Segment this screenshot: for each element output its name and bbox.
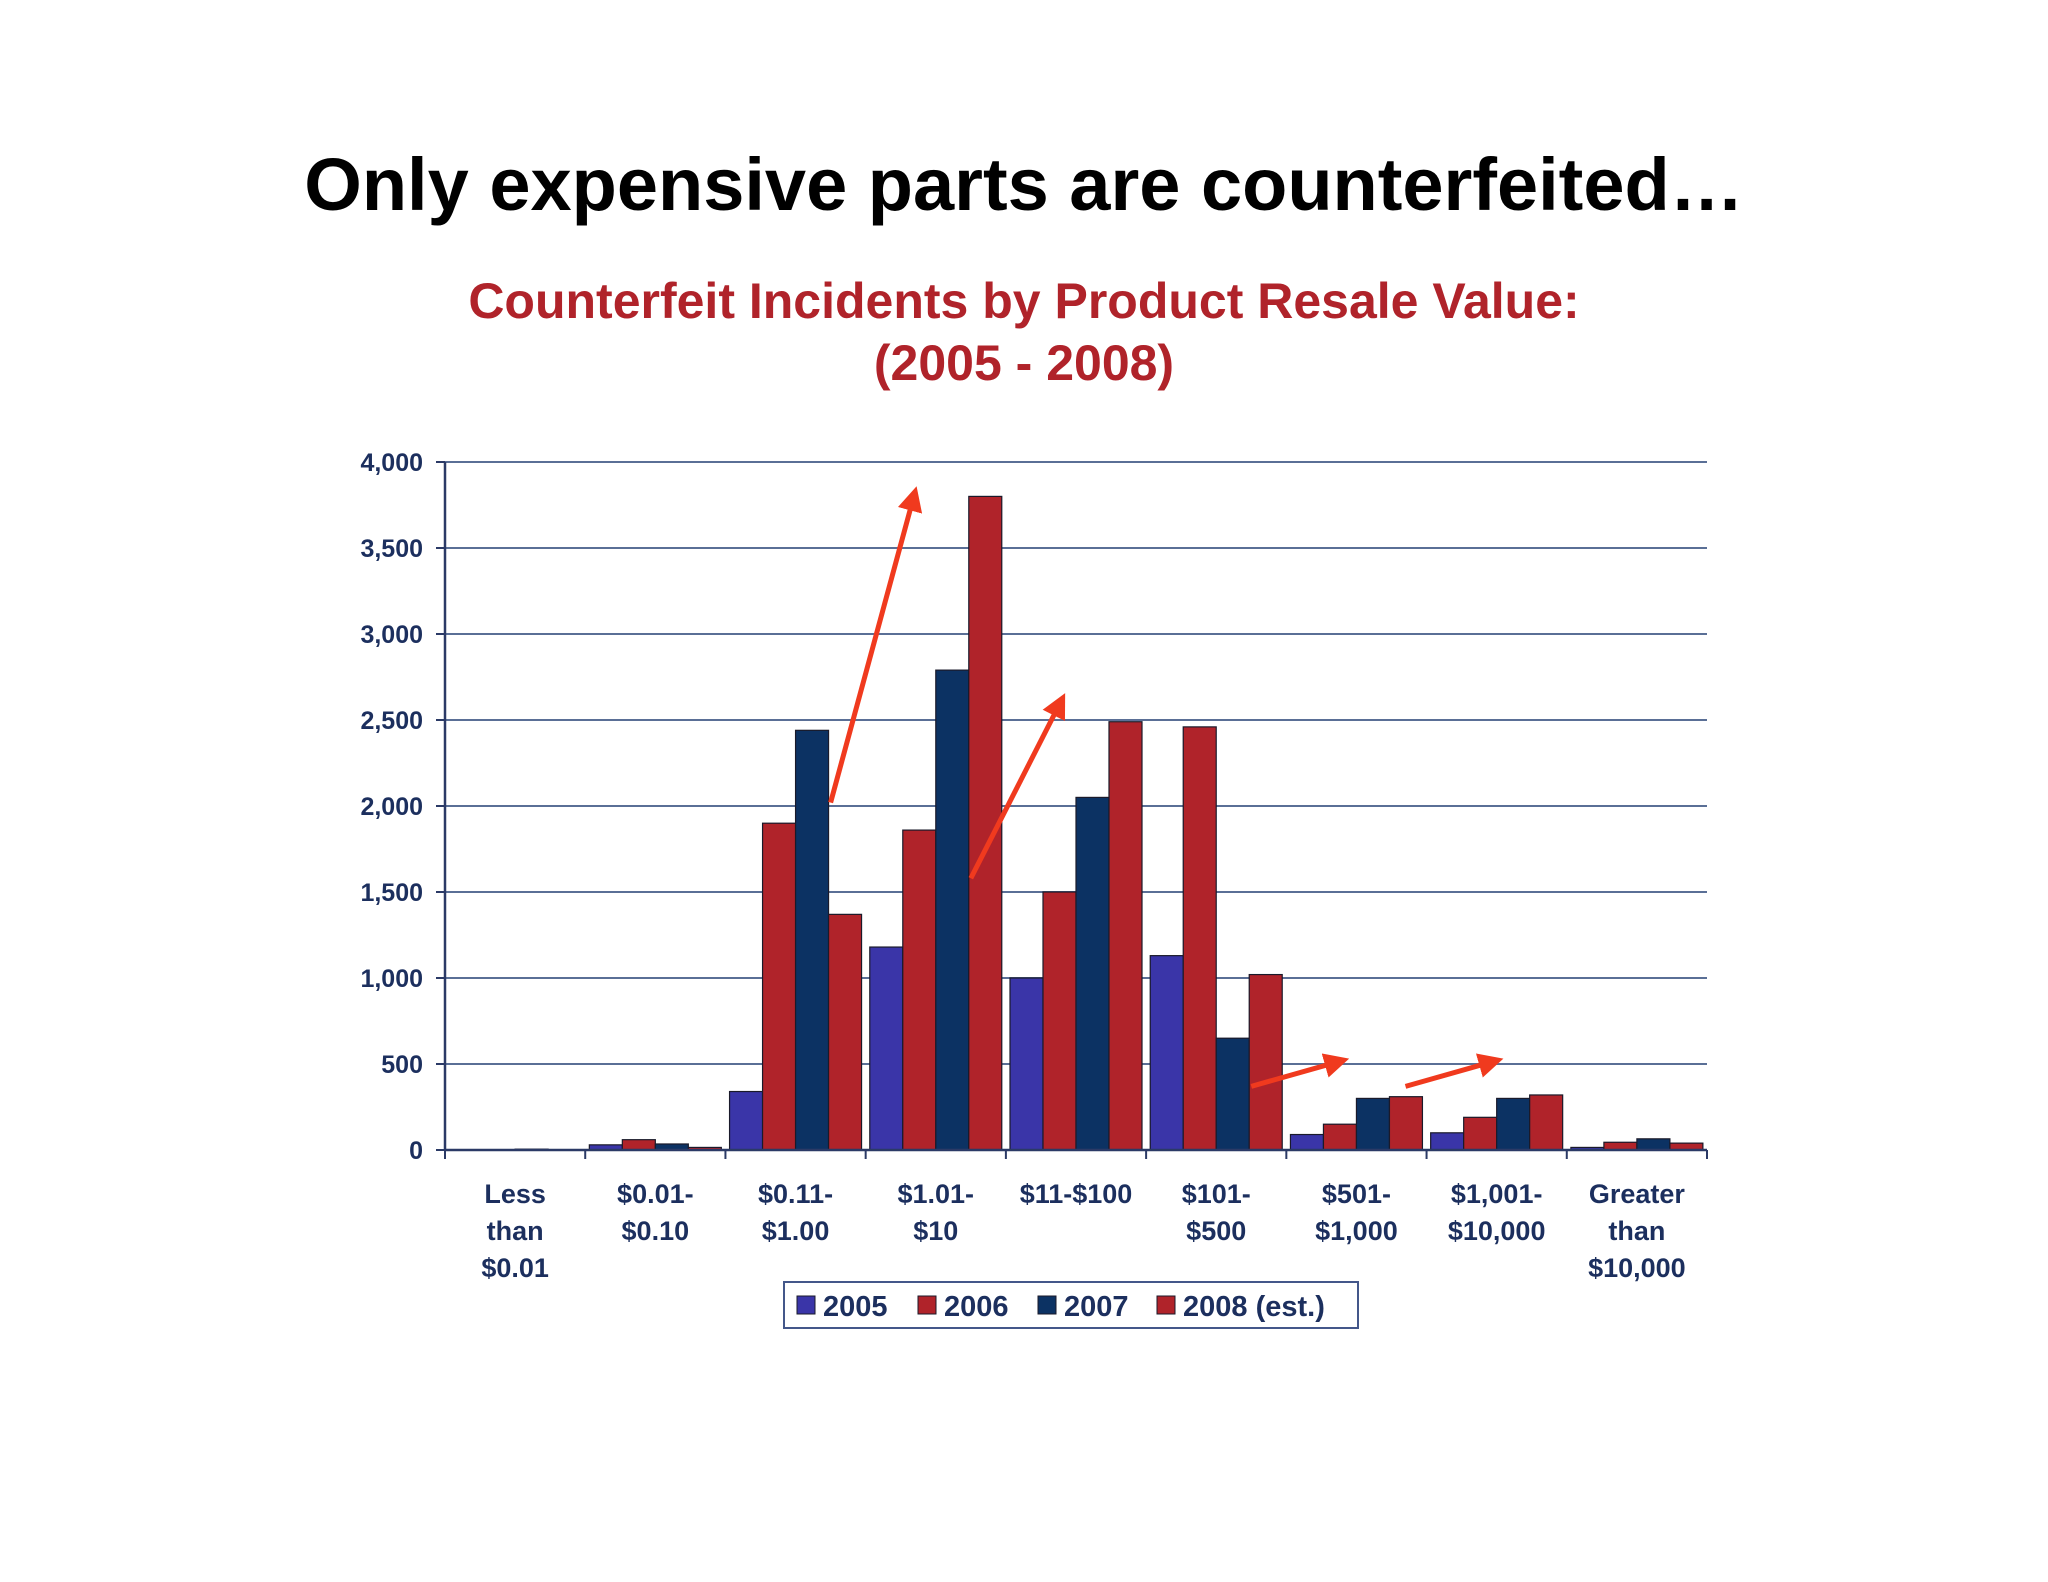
- bar: [1636, 1138, 1671, 1151]
- x-tick-label-line: Greater: [1589, 1179, 1686, 1209]
- labels-layer: 0 500 1,000 1,500 2,000 2,500 3,000 3,500 4,000 L…: [360, 449, 1685, 1283]
- y-tick-label: 2,000: [360, 793, 423, 821]
- x-tick-label: $1.01- $10: [897, 1179, 974, 1246]
- x-tick-label-line: $0.11-: [758, 1179, 833, 1209]
- x-tick-label-line: $0.01-: [617, 1179, 694, 1209]
- x-tick-label: $11-$100: [1020, 1179, 1133, 1209]
- y-tick-label: 2,500: [360, 707, 423, 735]
- bar: [869, 946, 904, 1151]
- legend-swatch: [1156, 1295, 1176, 1315]
- y-tick-label: 0: [409, 1137, 423, 1165]
- bar: [1248, 973, 1283, 1151]
- bar: [1215, 1037, 1250, 1151]
- x-tick-label: Less than $0.01: [481, 1179, 549, 1283]
- x-tick-label-line: $10,000: [1448, 1216, 1546, 1246]
- bar: [902, 829, 937, 1151]
- y-tick-label: 3,500: [360, 535, 423, 563]
- chart-subtitle: (2005 - 2008): [873, 335, 1175, 391]
- chart-title-block: Counterfeit Incidents by Product Resale …: [0, 270, 2048, 394]
- bar: [1388, 1096, 1424, 1151]
- legend: 2005 2006 2007 2008 (est.): [783, 1281, 1359, 1329]
- x-tick-label-line: $11-$100: [1020, 1179, 1133, 1209]
- trend-arrow: [1250, 1053, 1350, 1089]
- legend-box: [783, 1281, 1359, 1329]
- bar: [1430, 1132, 1465, 1151]
- x-tick-label-line: $0.10: [622, 1216, 690, 1246]
- x-tick-label-line: $10: [913, 1216, 958, 1246]
- legend-label: 2005: [823, 1291, 888, 1323]
- bar: [1355, 1097, 1391, 1151]
- bar: [1529, 1094, 1564, 1151]
- x-tick-label-line: Less: [484, 1179, 546, 1209]
- legend-swatch: [796, 1295, 816, 1315]
- bar: [1322, 1123, 1358, 1151]
- x-tick-label-line: than: [487, 1216, 544, 1246]
- bar: [827, 913, 863, 1151]
- legend-label: 2006: [944, 1291, 1009, 1323]
- bar: [1108, 721, 1143, 1151]
- y-tick-label: 1,000: [360, 965, 423, 993]
- trend-arrow: [968, 693, 1066, 880]
- bar: [1009, 977, 1044, 1151]
- x-tick-label: $101- $500: [1182, 1179, 1251, 1246]
- bar: [1496, 1097, 1531, 1151]
- legend-label: 2007: [1064, 1291, 1129, 1323]
- x-tick-label: $0.01- $0.10: [617, 1179, 694, 1246]
- x-tick-label-line: $101-: [1182, 1179, 1251, 1209]
- bar: [1463, 1116, 1498, 1151]
- x-tick-label-line: than: [1608, 1216, 1665, 1246]
- trend-arrow: [1404, 1053, 1504, 1089]
- y-tick-label: 3,000: [360, 621, 423, 649]
- bar: [1149, 955, 1184, 1151]
- legend-swatch: [917, 1295, 937, 1315]
- bar: [794, 729, 830, 1151]
- x-tick-label: $501- $1,000: [1315, 1179, 1398, 1246]
- slide-title: Only expensive parts are counterfeited…: [304, 143, 1744, 226]
- x-tick-label-line: $501-: [1322, 1179, 1391, 1209]
- bar: [1182, 726, 1217, 1151]
- x-tick-label: $0.11- $1.00: [758, 1179, 833, 1246]
- y-tick-label: 4,000: [360, 449, 423, 477]
- arrows-layer: [828, 486, 1504, 1089]
- y-tick-label: 500: [381, 1051, 423, 1079]
- bar: [1289, 1133, 1325, 1151]
- x-tick-label-line: $1,001-: [1451, 1179, 1543, 1209]
- bars-layer: [514, 495, 1704, 1151]
- chart-title: Counterfeit Incidents by Product Resale …: [468, 273, 1580, 329]
- x-tick-label-line: $1,000: [1315, 1216, 1398, 1246]
- x-tick-label-line: $0.01: [481, 1253, 549, 1283]
- x-tick-label-line: $1.00: [762, 1216, 830, 1246]
- x-tick-label-line: $500: [1186, 1216, 1246, 1246]
- bar: [761, 822, 797, 1151]
- x-tick-label-line: $1.01-: [897, 1179, 974, 1209]
- trend-arrow: [828, 486, 923, 804]
- axis-layer: [436, 461, 1708, 1159]
- bar: [728, 1090, 764, 1151]
- legend-label: 2008 (est.): [1183, 1291, 1325, 1323]
- bar: [935, 669, 970, 1151]
- bar: [1042, 891, 1077, 1151]
- legend-swatch: [1037, 1295, 1057, 1315]
- x-tick-label: Greater than $10,000: [1588, 1179, 1686, 1283]
- bar: [621, 1139, 656, 1151]
- y-tick-label: 1,500: [360, 879, 423, 907]
- x-tick-label-line: $10,000: [1588, 1253, 1686, 1283]
- x-tick-label: $1,001- $10,000: [1448, 1179, 1546, 1246]
- bar: [1075, 796, 1110, 1151]
